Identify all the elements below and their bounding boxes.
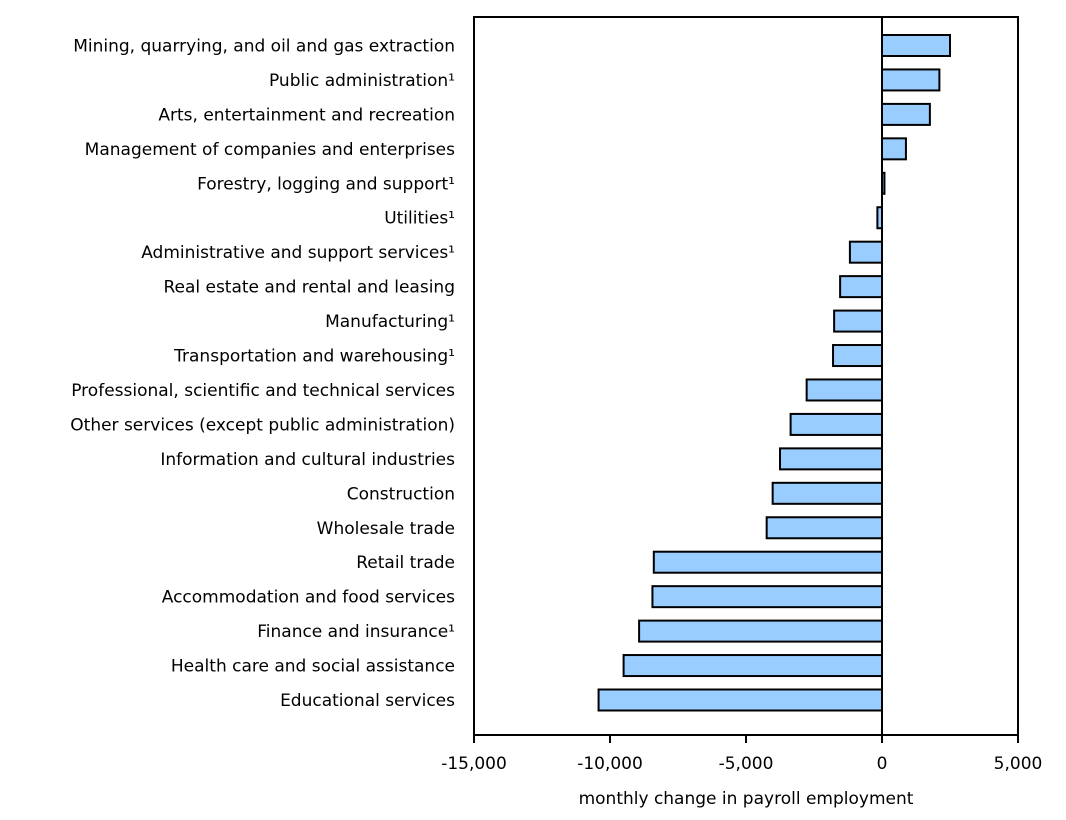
category-label: Retail trade <box>356 553 455 573</box>
category-label: Manufacturing¹ <box>325 312 455 332</box>
x-tick-label: 0 <box>877 754 888 774</box>
category-label: Public administration¹ <box>269 71 455 91</box>
bar <box>881 102 931 126</box>
bar <box>652 550 883 574</box>
category-label: Arts, entertainment and recreation <box>158 105 455 125</box>
category-label: Educational services <box>280 691 455 711</box>
category-label: Utilities¹ <box>384 209 455 229</box>
category-label: Professional, scientific and technical s… <box>71 381 455 401</box>
x-axis-title: monthly change in payroll employment <box>579 789 914 809</box>
x-tick-label: -15,000 <box>441 754 507 774</box>
bar <box>848 240 883 264</box>
bar <box>771 481 884 505</box>
category-label: Forestry, logging and support¹ <box>197 174 455 194</box>
category-label: Finance and insurance¹ <box>257 622 455 642</box>
bar <box>597 688 883 712</box>
category-label: Real estate and rental and leasing <box>163 278 455 298</box>
category-label: Information and cultural industries <box>160 450 455 470</box>
x-tick-label: -10,000 <box>577 754 643 774</box>
category-label: Management of companies and enterprises <box>85 140 455 160</box>
bar <box>779 447 883 471</box>
x-tick-label: -5,000 <box>719 754 774 774</box>
bar <box>881 34 951 57</box>
bar <box>789 412 883 436</box>
category-label: Mining, quarrying, and oil and gas extra… <box>73 37 455 57</box>
plot-frame <box>473 16 1019 736</box>
bar <box>832 344 883 368</box>
bar <box>805 378 884 402</box>
category-label: Administrative and support services¹ <box>141 243 455 263</box>
category-label: Other services (except public administra… <box>70 415 455 435</box>
category-label: Construction <box>347 484 455 504</box>
category-label: Health care and social assistance <box>171 657 455 677</box>
bar <box>651 585 883 609</box>
bar <box>765 516 883 540</box>
bar <box>638 619 883 643</box>
x-tick-label: 5,000 <box>994 754 1043 774</box>
category-label: Transportation and warehousing¹ <box>173 347 455 367</box>
bar <box>881 137 907 161</box>
bar <box>839 275 883 299</box>
bar <box>622 654 883 678</box>
bar <box>833 309 883 333</box>
category-label: Wholesale trade <box>317 519 455 539</box>
category-label: Accommodation and food services <box>162 588 455 608</box>
bar <box>881 68 941 92</box>
